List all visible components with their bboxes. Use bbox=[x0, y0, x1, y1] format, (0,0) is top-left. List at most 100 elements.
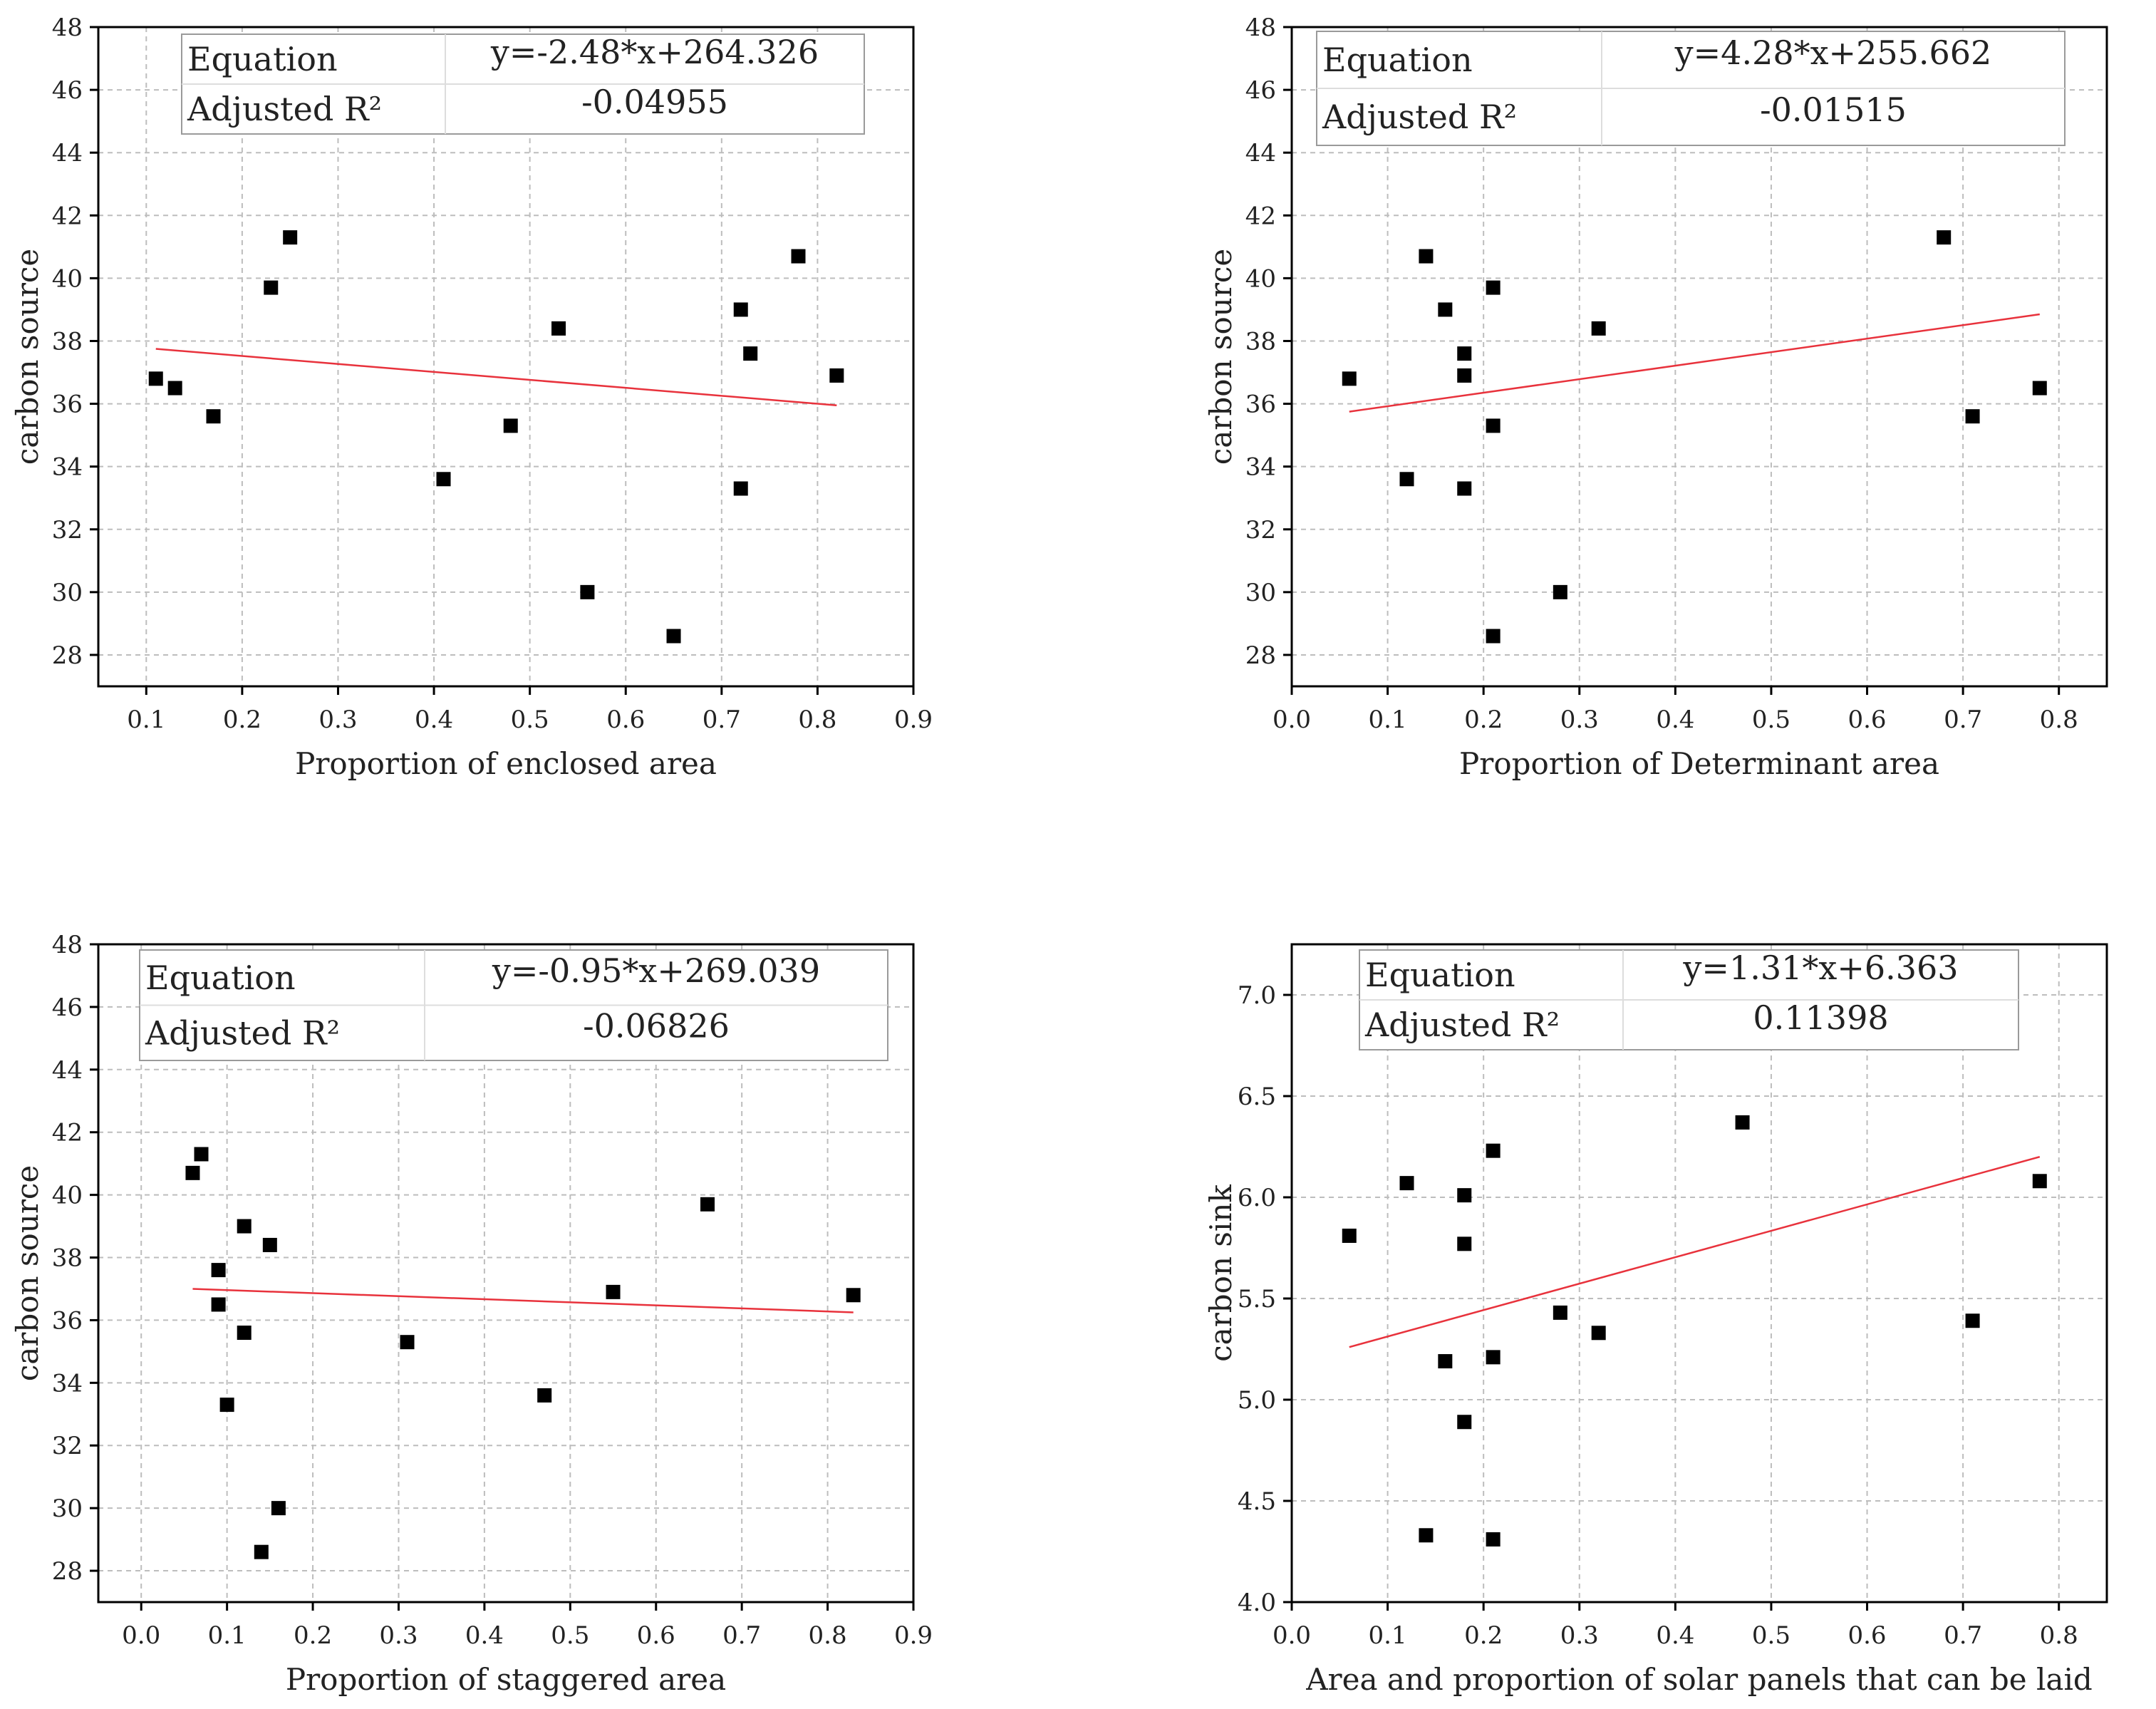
data-point bbox=[1438, 302, 1453, 317]
y-tick-label: 36 bbox=[52, 391, 83, 419]
data-point bbox=[1486, 1532, 1501, 1547]
y-tick-label: 28 bbox=[52, 1557, 83, 1586]
data-point bbox=[206, 409, 221, 424]
data-point bbox=[666, 629, 681, 644]
chart-panel-4: 0.0 0.1 0.2 0.3 0.4 0.5 0.6 0.7 0.8 4.0 4.5 5.0 5.5 6… bbox=[1203, 943, 2108, 1697]
data-point bbox=[148, 371, 163, 386]
x-axis-label: Proportion of staggered area bbox=[286, 1662, 726, 1697]
adjusted-r2-value: 0.11398 bbox=[1753, 998, 1888, 1037]
y-axis-label: carbon sink bbox=[1203, 1184, 1238, 1362]
plot-frame bbox=[97, 26, 915, 688]
x-tick-label: 0.2 bbox=[294, 1621, 332, 1650]
data-point bbox=[551, 321, 566, 336]
data-point bbox=[211, 1297, 226, 1312]
x-axis-label: Area and proportion of solar panels that… bbox=[1305, 1662, 2093, 1697]
x-tick-label: 0.4 bbox=[465, 1621, 504, 1650]
x-tick-label: 0.2 bbox=[1464, 1621, 1503, 1650]
data-point bbox=[1419, 1528, 1434, 1543]
x-tick-label: 0.5 bbox=[551, 1621, 589, 1650]
x-tick-label: 0.1 bbox=[208, 1621, 247, 1650]
data-point bbox=[791, 249, 806, 264]
x-tick-label: 0.7 bbox=[722, 1621, 761, 1650]
linear-fit-line bbox=[1349, 1155, 2041, 1348]
data-point bbox=[1486, 1350, 1501, 1365]
equation-value: y=1.31*x+6.363 bbox=[1682, 949, 1958, 987]
y-tick-label: 38 bbox=[1245, 327, 1276, 356]
x-tick-label: 0.5 bbox=[1752, 706, 1790, 734]
data-point bbox=[194, 1147, 209, 1162]
data-point bbox=[219, 1398, 234, 1413]
adjusted-r2-value: -0.01515 bbox=[1760, 91, 1907, 129]
y-tick-label: 42 bbox=[52, 1119, 83, 1147]
data-point bbox=[1419, 249, 1434, 264]
y-tick-label: 30 bbox=[1245, 579, 1276, 607]
x-tick-label: 0.4 bbox=[1656, 1621, 1694, 1650]
linear-fit-line bbox=[155, 348, 837, 407]
data-point bbox=[580, 584, 595, 599]
y-tick-label: 40 bbox=[1245, 264, 1276, 293]
y-tick-label: 34 bbox=[52, 1369, 83, 1398]
adjusted-r2-value: -0.04955 bbox=[581, 83, 728, 121]
x-tick-label: 0.8 bbox=[798, 706, 836, 734]
plot-frame bbox=[97, 943, 915, 1604]
data-point bbox=[1591, 1326, 1606, 1341]
x-tick-label: 0.5 bbox=[1752, 1621, 1790, 1650]
regression-table: Equation Adjusted R² y=-2.48*x+264.326 -0.0… bbox=[181, 33, 865, 135]
x-axis-label: Proportion of Determinant area bbox=[1459, 746, 1939, 781]
y-tick-label: 38 bbox=[52, 1244, 83, 1273]
equation-label: Equation bbox=[1365, 956, 1515, 994]
linear-fit-line bbox=[192, 1288, 854, 1313]
y-tick-label: 6.5 bbox=[1238, 1083, 1276, 1111]
data-point bbox=[733, 302, 748, 317]
data-point bbox=[400, 1335, 415, 1350]
data-point bbox=[1342, 371, 1357, 386]
y-tick-label: 28 bbox=[1245, 641, 1276, 670]
data-point bbox=[436, 472, 451, 487]
data-point bbox=[1937, 230, 1952, 245]
data-point bbox=[1486, 629, 1501, 644]
x-tick-label: 0.9 bbox=[894, 706, 933, 734]
x-axis-label: Proportion of enclosed area bbox=[295, 746, 717, 781]
data-point bbox=[1457, 1236, 1472, 1251]
data-point bbox=[237, 1326, 252, 1341]
data-point bbox=[846, 1288, 861, 1303]
data-point bbox=[1438, 1354, 1453, 1369]
y-tick-label: 34 bbox=[1245, 453, 1276, 482]
equation-value: y=-2.48*x+264.326 bbox=[490, 33, 819, 71]
x-tick-label: 0.8 bbox=[2040, 706, 2078, 734]
x-tick-label: 0.6 bbox=[637, 1621, 675, 1650]
data-point bbox=[733, 481, 748, 496]
data-point bbox=[1457, 346, 1472, 361]
x-tick-label: 0.3 bbox=[1560, 1621, 1599, 1650]
x-tick-label: 0.0 bbox=[1273, 1621, 1311, 1650]
x-tick-label: 0.9 bbox=[894, 1621, 933, 1650]
data-point bbox=[264, 280, 279, 295]
x-tick-label: 0.0 bbox=[1273, 706, 1311, 734]
plot-frame bbox=[1290, 943, 2108, 1604]
equation-label: Equation bbox=[1322, 41, 1473, 79]
data-point bbox=[185, 1165, 200, 1180]
data-point bbox=[1553, 1305, 1567, 1320]
y-tick-label: 42 bbox=[1245, 202, 1276, 230]
data-point bbox=[1735, 1115, 1750, 1130]
y-tick-label: 40 bbox=[52, 264, 83, 293]
equation-label: Equation bbox=[187, 40, 338, 78]
x-tick-label: 0.6 bbox=[1847, 706, 1886, 734]
regression-table: Equation Adjusted R² y=4.28*x+255.662 -0.01… bbox=[1316, 31, 2066, 146]
y-tick-label: 28 bbox=[52, 641, 83, 670]
y-tick-label: 4.5 bbox=[1238, 1487, 1276, 1516]
adjusted-r2-label: Adjusted R² bbox=[1322, 98, 1517, 136]
data-point bbox=[1342, 1228, 1357, 1243]
data-point bbox=[1965, 1313, 1980, 1328]
y-tick-label: 36 bbox=[52, 1306, 83, 1335]
y-axis-label: carbon source bbox=[1203, 249, 1238, 465]
x-tick-label: 0.8 bbox=[2040, 1621, 2078, 1650]
x-tick-label: 0.4 bbox=[1656, 706, 1694, 734]
y-tick-label: 4.0 bbox=[1238, 1589, 1276, 1617]
data-point bbox=[283, 230, 298, 245]
data-point bbox=[1457, 368, 1472, 383]
x-tick-label: 0.2 bbox=[1464, 706, 1503, 734]
x-tick-label: 0.3 bbox=[1560, 706, 1599, 734]
data-point bbox=[2032, 381, 2047, 396]
y-tick-label: 46 bbox=[1245, 76, 1276, 105]
